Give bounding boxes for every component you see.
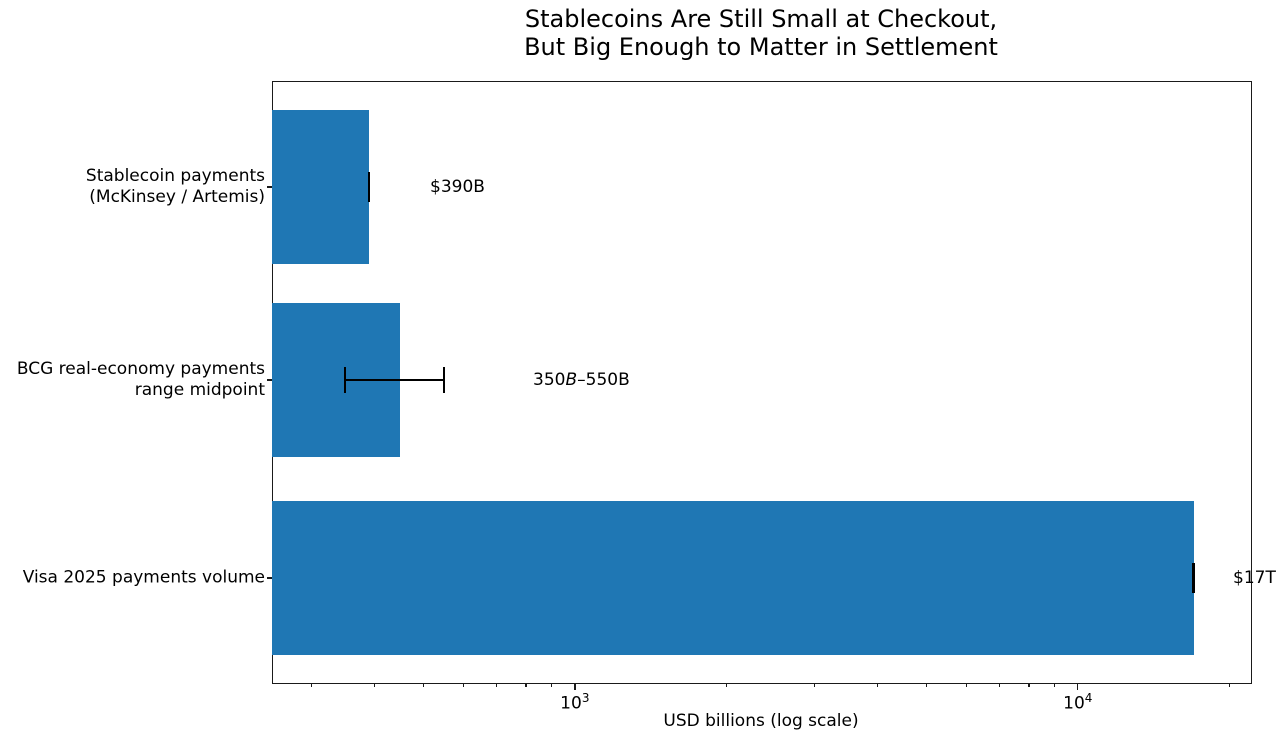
- annotation-label: 350B–550B: [533, 370, 630, 390]
- error-cap: [443, 367, 446, 393]
- x-tick-label: 104: [1063, 691, 1093, 714]
- x-tick-minor: [1228, 683, 1230, 688]
- x-tick-minor: [311, 683, 313, 688]
- y-axis-category-label: Visa 2025 payments volume: [22, 567, 265, 588]
- x-tick-label: 103: [560, 691, 590, 714]
- y-axis-category-label: BCG real-economy payments range midpoint: [16, 359, 265, 400]
- bar-0: [272, 110, 370, 264]
- error-tick: [1192, 563, 1195, 593]
- chart-title: Stablecoins Are Still Small at Checkout,…: [524, 5, 998, 61]
- error-tick: [367, 172, 371, 202]
- y-tick-mark: [267, 379, 272, 381]
- x-tick-minor: [422, 683, 424, 688]
- y-tick-mark: [267, 577, 272, 579]
- x-tick-minor: [374, 683, 376, 688]
- x-tick-minor: [1054, 683, 1056, 688]
- x-tick-minor: [1028, 683, 1030, 688]
- annotation-label: $17T: [1233, 568, 1276, 588]
- x-tick-minor: [877, 683, 879, 688]
- x-tick-minor: [999, 683, 1001, 688]
- x-tick-minor: [496, 683, 498, 688]
- x-tick-minor: [525, 683, 527, 688]
- x-axis-label: USD billions (log scale): [663, 711, 859, 731]
- annotation-label: $390B: [430, 177, 485, 197]
- x-tick-minor: [814, 683, 816, 688]
- x-tick-minor: [925, 683, 927, 688]
- x-tick-minor: [551, 683, 553, 688]
- error-cap: [344, 367, 347, 393]
- x-tick-minor: [965, 683, 967, 688]
- x-tick-major: [574, 683, 576, 690]
- bar-2: [272, 501, 1194, 655]
- x-tick-minor: [725, 683, 727, 688]
- y-tick-mark: [267, 186, 272, 188]
- x-tick-major: [1077, 683, 1079, 690]
- y-axis-category-label: Stablecoin payments (McKinsey / Artemis): [85, 166, 265, 207]
- x-tick-minor: [462, 683, 464, 688]
- error-bar: [345, 379, 445, 381]
